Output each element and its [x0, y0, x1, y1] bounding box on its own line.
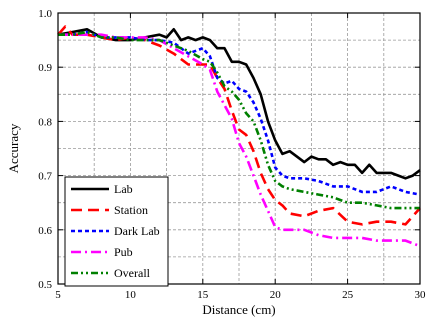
legend-label: Pub [114, 245, 133, 259]
legend-label: Station [114, 203, 148, 217]
x-tick-label: 20 [270, 289, 282, 301]
x-tick-label: 5 [55, 289, 61, 301]
x-tick-label: 25 [342, 289, 354, 301]
x-axis-label: Distance (cm) [202, 302, 275, 317]
legend-label: Overall [114, 266, 151, 280]
y-tick-label: 0.8 [38, 116, 52, 128]
series-lines [57, 25, 421, 248]
series-line-lab [57, 27, 421, 180]
y-axis-label: Accuracy [6, 123, 21, 173]
x-tick-label: 15 [197, 289, 209, 301]
y-tick-label: 0.5 [38, 279, 52, 291]
y-tick-label: 0.6 [38, 225, 52, 237]
legend-label: Lab [114, 182, 133, 196]
series-line-pub [58, 33, 421, 248]
axis-ticks: 5 10 15 20 25 30 0.5 0.6 0.7 0.8 0.9 1.0 [38, 8, 426, 301]
legend-box [64, 176, 169, 287]
x-tick-label: 10 [125, 289, 137, 301]
x-tick-label: 30 [415, 289, 427, 301]
legend: Lab Station Dark Lab Pub Overall [64, 176, 169, 287]
y-tick-label: 1.0 [38, 8, 52, 20]
legend-label: Dark Lab [114, 224, 160, 238]
y-tick-label: 0.9 [38, 62, 52, 74]
y-tick-label: 0.7 [38, 171, 52, 183]
plot-frame [57, 12, 421, 285]
series-line-overall [58, 30, 420, 210]
